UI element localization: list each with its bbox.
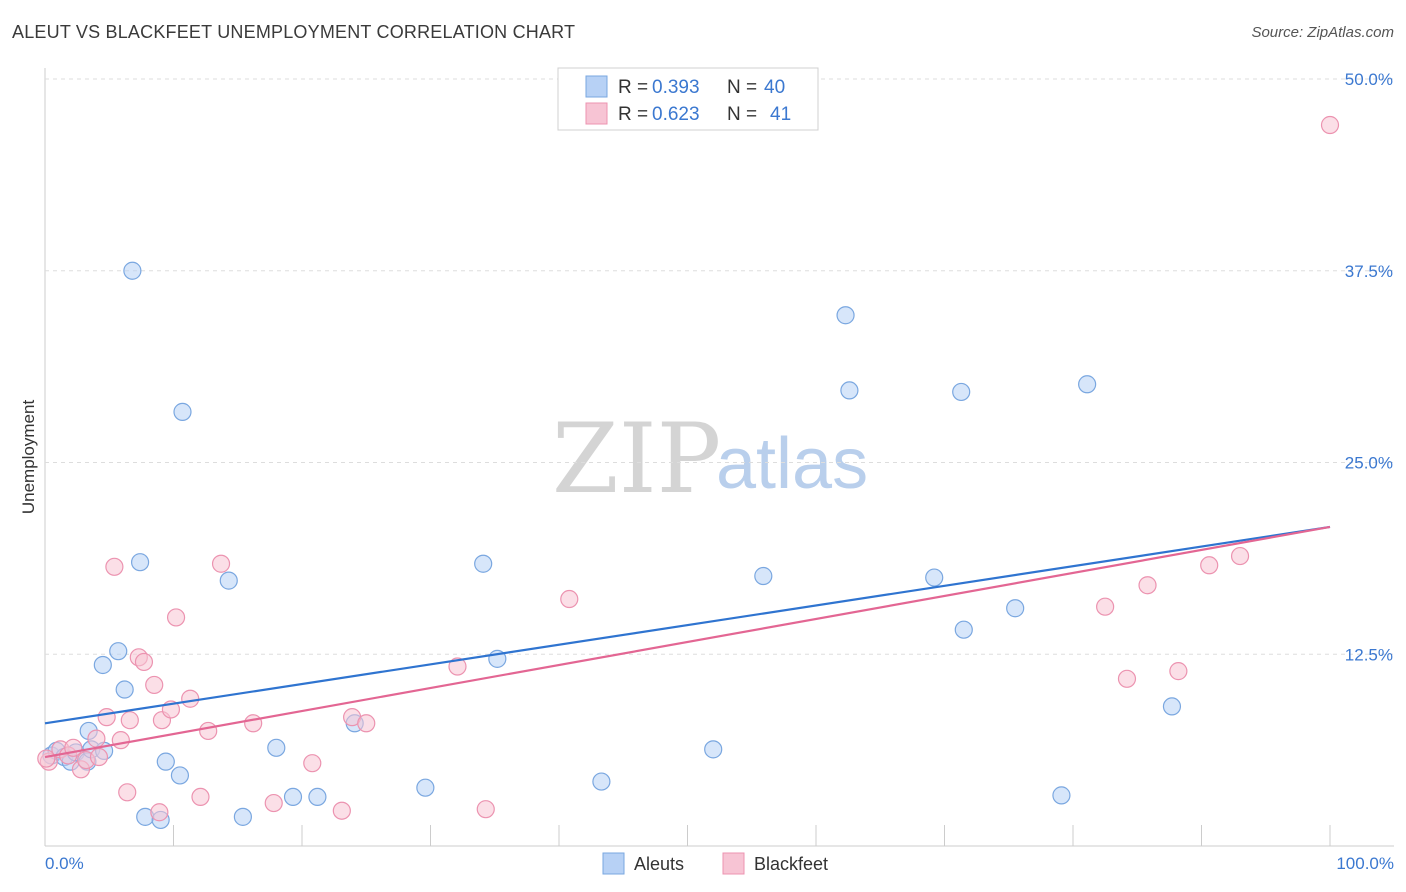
legend-n-value-aleuts: 40: [764, 77, 785, 98]
aleut-point-10: [109, 642, 128, 661]
legend-r-label-aleuts: R =: [618, 77, 648, 98]
aleut-point-12: [123, 261, 142, 280]
blackfeet-point-22: [199, 721, 218, 741]
watermark-atlas: atlas: [716, 424, 868, 504]
blackfeet-point-39: [1320, 115, 1340, 135]
blackfeet-point-15: [145, 675, 164, 695]
watermark-zip: ZIP: [552, 403, 721, 515]
blackfeet-point-27: [332, 801, 351, 820]
bottom-legend-swatch-aleuts: [602, 852, 625, 875]
blackfeet-point-8: [97, 708, 116, 727]
source-credit: Source: ZipAtlas.com: [1251, 24, 1394, 41]
blackfeet-point-11: [118, 783, 137, 802]
legend-r-value-aleuts: 0.393: [652, 77, 700, 98]
blackfeet-points: [37, 115, 1340, 822]
blackfeet-point-31: [476, 800, 495, 819]
aleut-point-31: [836, 306, 855, 325]
aleut-point-28: [592, 772, 611, 791]
aleut-point-38: [1078, 375, 1097, 394]
aleut-points: [42, 261, 1182, 830]
aleut-point-16: [156, 752, 175, 771]
x-tick-label-min: 0.0%: [45, 854, 84, 873]
blackfeet-point-12: [120, 711, 139, 730]
aleut-point-35: [954, 620, 973, 639]
bottom-legend-label-blackfeet: Blackfeet: [754, 854, 828, 874]
blackfeet-point-9: [105, 557, 124, 576]
x-ticks: [173, 825, 1331, 846]
aleut-point-9: [93, 655, 112, 675]
legend-n-value-blackfeet: 41: [770, 104, 791, 125]
chart-title: ALEUT VS BLACKFEET UNEMPLOYMENT CORRELAT…: [12, 22, 576, 42]
legend-swatch-aleuts: [585, 75, 608, 98]
bottom-legend: Aleuts Blackfeet: [602, 852, 828, 875]
blackfeet-point-19: [166, 608, 186, 627]
legend-r-value-blackfeet: 0.623: [652, 104, 700, 125]
y-tick-label-0: 12.5%: [1345, 645, 1393, 664]
aleut-point-13: [130, 553, 150, 572]
aleut-point-33: [925, 568, 944, 587]
bottom-legend-swatch-blackfeet: [722, 852, 745, 875]
aleut-point-29: [704, 740, 723, 759]
legend-n-label-aleuts: N =: [727, 77, 757, 98]
aleut-point-23: [308, 787, 327, 807]
aleut-point-11: [115, 680, 134, 699]
legend-r-label-blackfeet: R =: [618, 104, 648, 125]
aleut-point-26: [474, 554, 493, 573]
aleut-point-19: [219, 571, 238, 590]
blackfeet-point-21: [191, 787, 210, 807]
y-tick-label-2: 37.5%: [1345, 262, 1393, 281]
aleut-trend-line: [44, 525, 1331, 725]
blackfeet-point-20: [181, 689, 200, 708]
legend-n-label-blackfeet: N =: [727, 104, 757, 125]
blackfeet-point-25: [264, 793, 283, 813]
blackfeet-point-24: [244, 714, 263, 733]
aleut-point-30: [754, 566, 773, 586]
blackfeet-point-14: [134, 652, 154, 672]
aleut-point-25: [416, 778, 435, 797]
top-legend: R = 0.393 N = 40 R = 0.623 N = 41: [557, 67, 819, 131]
gridlines: [45, 78, 1394, 655]
y-axis-title: Unemployment: [19, 400, 38, 515]
blackfeet-point-32: [560, 589, 579, 609]
y-tick-label-1: 25.0%: [1345, 454, 1393, 473]
aleut-point-20: [233, 807, 252, 826]
bottom-legend-label-aleuts: Aleuts: [634, 854, 684, 874]
blackfeet-point-6: [87, 729, 106, 748]
blackfeet-point-38: [1230, 546, 1250, 566]
blackfeet-point-10: [111, 731, 130, 750]
aleut-point-34: [952, 382, 971, 402]
blackfeet-point-29: [357, 714, 376, 733]
aleut-point-32: [840, 381, 859, 400]
blackfeet-point-34: [1117, 669, 1137, 688]
y-tick-label-3: 50.0%: [1345, 70, 1393, 89]
blackfeet-trend-line: [44, 525, 1331, 759]
blackfeet-point-23: [211, 554, 231, 573]
blackfeet-point-30: [448, 657, 467, 676]
aleut-point-18: [173, 402, 192, 421]
aleut-point-36: [1006, 599, 1025, 618]
aleut-point-37: [1052, 786, 1071, 805]
legend-swatch-blackfeet: [585, 102, 608, 125]
aleut-point-22: [283, 787, 303, 807]
blackfeet-point-33: [1096, 597, 1115, 616]
y-tick-labels: 12.5% 25.0% 37.5% 50.0%: [1345, 70, 1393, 664]
blackfeet-point-37: [1200, 556, 1219, 575]
blackfeet-point-40: [37, 749, 56, 768]
blackfeet-point-7: [89, 747, 109, 767]
blackfeet-point-36: [1169, 662, 1188, 681]
blackfeet-point-16: [150, 803, 169, 822]
blackfeet-point-26: [303, 754, 322, 773]
aleut-point-39: [1162, 697, 1182, 716]
blackfeet-point-35: [1138, 576, 1157, 595]
aleut-point-17: [170, 766, 190, 785]
x-tick-label-max: 100.0%: [1336, 854, 1394, 873]
trend-lines: [44, 525, 1331, 759]
aleut-point-21: [267, 738, 286, 757]
